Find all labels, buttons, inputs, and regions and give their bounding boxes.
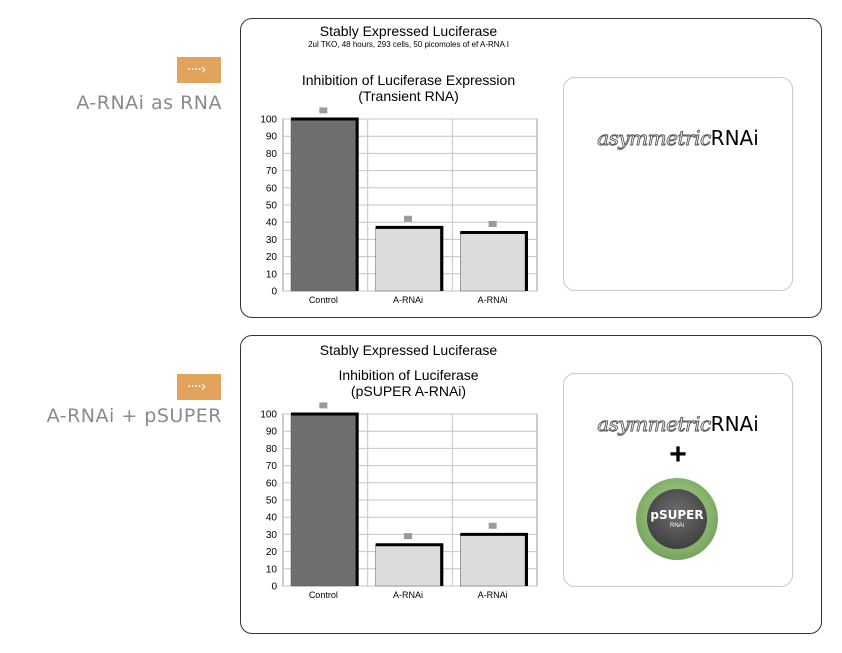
y-tick-label: 20 xyxy=(266,252,278,263)
y-tick-label: 0 xyxy=(271,582,277,593)
bar xyxy=(375,227,441,292)
y-tick-label: 100 xyxy=(260,410,277,421)
error-marker xyxy=(319,402,328,409)
x-tick-label: A-RNAi xyxy=(393,295,423,305)
x-tick-label: A-RNAi xyxy=(478,590,508,600)
y-tick-label: 40 xyxy=(266,513,278,524)
y-tick-label: 0 xyxy=(271,287,277,298)
y-tick-label: 30 xyxy=(266,235,278,246)
logo-italic: asymmetric xyxy=(597,412,712,437)
dotted-arrow-icon: ····› xyxy=(187,379,206,395)
y-tick-label: 60 xyxy=(266,478,278,489)
bar-chart-transient: 0 10 20 30 40 50 60 70 80 90 100 Control A-RNAi A-RNA… xyxy=(260,107,538,305)
bar xyxy=(460,232,526,292)
logo-box: asymmetricRNAi xyxy=(563,77,793,291)
x-tick-label: Control xyxy=(309,590,338,600)
x-tick-label: Control xyxy=(309,295,338,305)
panel-title: Stably Expressed Luciferase xyxy=(319,342,498,358)
asymmetric-rnai-logo: asymmetricRNAi xyxy=(564,412,792,437)
panel-subtitle: 2ul TKO, 48 hours, 293 cells, 50 picomol… xyxy=(308,40,509,49)
error-marker xyxy=(319,107,328,114)
chart-title-line-1: Inhibition of Luciferase xyxy=(338,367,479,383)
asymmetric-rnai-logo: asymmetricRNAi xyxy=(564,126,792,151)
y-tick-label: 70 xyxy=(266,461,278,472)
error-marker xyxy=(404,215,412,222)
bar-chart-psuper: 0 10 20 30 40 50 60 70 80 90 100 Control A-RNAi A-RNA… xyxy=(260,402,538,600)
chart-title: Inhibition of Luciferase Expression (Tra… xyxy=(241,72,576,104)
y-tick-label: 50 xyxy=(266,201,278,212)
plot-area: 0 10 20 30 40 50 60 70 80 90 100 Control A-RNAi A-RNA… xyxy=(260,402,538,600)
y-tick-label: 50 xyxy=(266,496,278,507)
chart-title-line-1: Inhibition of Luciferase Expression xyxy=(301,72,516,88)
bar xyxy=(290,413,356,587)
section-2-label: A-RNAi + pSUPER xyxy=(46,405,222,427)
section-1-tag[interactable]: ····› xyxy=(177,57,221,83)
y-tick-label: 70 xyxy=(266,166,278,177)
y-tick-label: 30 xyxy=(266,530,278,541)
y-tick-label: 10 xyxy=(266,269,278,280)
plus-sign: + xyxy=(669,438,687,471)
dotted-arrow-icon: ····› xyxy=(187,62,206,78)
psuper-logo-core: pSUPER RNAi xyxy=(647,489,707,549)
section-1-label: A-RNAi as RNA xyxy=(76,92,222,114)
chart-title: Inhibition of Luciferase (pSUPER A-RNAi) xyxy=(241,367,576,399)
bar xyxy=(290,118,356,292)
panel-transient-rna: Stably Expressed Luciferase 2ul TKO, 48 … xyxy=(240,18,822,318)
panel-psuper: Stably Expressed Luciferase Inhibition o… xyxy=(240,335,822,634)
bar xyxy=(460,534,526,587)
logo-italic: asymmetric xyxy=(597,126,712,151)
y-tick-label: 100 xyxy=(260,115,277,126)
y-tick-label: 90 xyxy=(266,427,278,438)
logo-box: asymmetricRNAi + pSUPER RNAi xyxy=(563,373,793,587)
error-marker xyxy=(404,533,412,540)
section-2-tag[interactable]: ····› xyxy=(177,374,221,400)
plot-area: 0 10 20 30 40 50 60 70 80 90 100 Control A-RNAi A-RNA… xyxy=(260,107,538,305)
error-marker xyxy=(488,522,497,529)
y-tick-label: 90 xyxy=(266,132,278,143)
chart-title-line-2: (pSUPER A-RNAi) xyxy=(350,383,467,399)
chart-title-line-2: (Transient RNA) xyxy=(358,88,459,104)
y-tick-label: 10 xyxy=(266,564,278,575)
y-tick-label: 40 xyxy=(266,218,278,229)
error-marker xyxy=(488,220,497,227)
psuper-logo: pSUPER RNAi xyxy=(636,478,718,560)
y-tick-label: 60 xyxy=(266,183,278,194)
bar xyxy=(375,544,441,587)
panel-title: Stably Expressed Luciferase xyxy=(319,23,498,39)
y-tick-label: 20 xyxy=(266,547,278,558)
psuper-logo-sub: RNAi xyxy=(669,523,684,529)
logo-rest: RNAi xyxy=(710,126,759,150)
x-tick-label: A-RNAi xyxy=(393,590,423,600)
psuper-logo-word: pSUPER xyxy=(650,508,704,522)
x-tick-label: A-RNAi xyxy=(478,295,508,305)
y-tick-label: 80 xyxy=(266,444,278,455)
logo-rest: RNAi xyxy=(710,412,759,436)
y-tick-label: 80 xyxy=(266,149,278,160)
